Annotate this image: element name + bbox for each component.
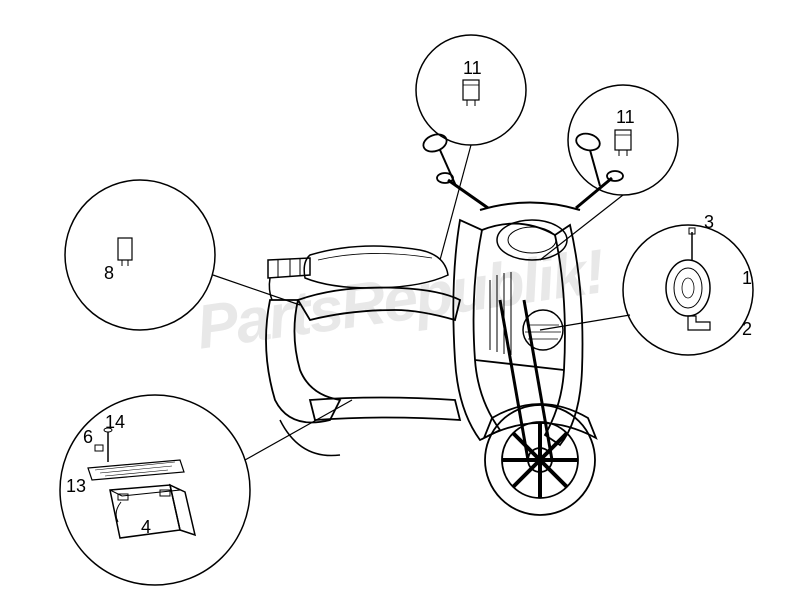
horn-icon xyxy=(666,228,710,330)
callout-circle xyxy=(416,35,526,145)
relay-icon xyxy=(463,80,479,106)
callout-label-13: 13 xyxy=(66,476,86,497)
parts-diagram: PartsRepublik! xyxy=(0,0,800,600)
leader-line xyxy=(540,315,630,330)
callout-label-14: 14 xyxy=(105,412,125,433)
callout-label-11: 11 xyxy=(463,58,482,79)
callout-circle xyxy=(623,225,753,355)
callout-label-11b: 11 xyxy=(616,107,635,128)
callout-circle xyxy=(65,180,215,330)
diagram-svg xyxy=(0,0,800,600)
scooter-body xyxy=(266,131,623,515)
callout-label-8: 8 xyxy=(104,263,114,284)
callout-label-6: 6 xyxy=(83,427,93,448)
relay-icon xyxy=(615,130,631,156)
component-icon xyxy=(118,238,132,266)
callout-label-3: 3 xyxy=(704,212,714,233)
callout-label-4: 4 xyxy=(141,517,151,538)
callout-label-1: 1 xyxy=(742,268,752,289)
callout-label-2: 2 xyxy=(742,319,752,340)
callout-circle xyxy=(60,395,250,585)
